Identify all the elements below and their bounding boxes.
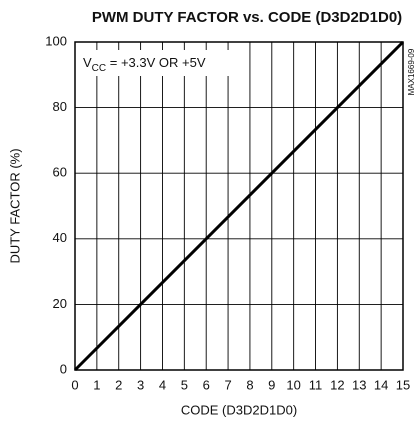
x-tick-label: 5 (181, 377, 188, 392)
x-tick-label: 11 (309, 377, 323, 392)
x-tick-label: 6 (203, 377, 210, 392)
annotation-rest: = +3.3V OR +5V (106, 55, 206, 70)
x-tick-label: 2 (115, 377, 122, 392)
plot-frame (74, 41, 404, 371)
x-axis-label: CODE (D3D2D1D0) (181, 402, 297, 417)
x-tick-label: 8 (246, 377, 253, 392)
data-line (73, 40, 405, 372)
y-tick-label: 40 (53, 230, 67, 245)
y-tick-label: 0 (60, 361, 67, 376)
x-tick-label: 15 (396, 377, 410, 392)
chart-title: PWM DUTY FACTOR vs. CODE (D3D2D1D0) (92, 9, 402, 26)
x-tick-label: 14 (374, 377, 388, 392)
y-tick-label: 20 (53, 296, 67, 311)
x-tick-label: 7 (224, 377, 231, 392)
figure-id: MAX1669-09 (407, 48, 416, 95)
x-tick-label: 13 (352, 377, 366, 392)
x-tick-label: 3 (137, 377, 144, 392)
annotation: VCC = +3.3V OR +5V (83, 55, 206, 73)
y-tick-label: 80 (53, 99, 67, 114)
annotation-main: V (83, 55, 92, 70)
x-tick-label: 10 (286, 377, 300, 392)
y-tick-label: 60 (53, 165, 67, 180)
annotation-sub: CC (92, 63, 106, 74)
x-tick-label: 1 (93, 377, 100, 392)
x-tick-label: 12 (330, 377, 344, 392)
y-axis-label: DUTY FACTOR (%) (7, 148, 22, 263)
x-tick-label: 9 (268, 377, 275, 392)
annotation-bg (79, 50, 229, 76)
x-tick-label: 4 (159, 377, 166, 392)
y-tick-label: 100 (45, 33, 67, 48)
x-tick-label: 0 (71, 377, 78, 392)
